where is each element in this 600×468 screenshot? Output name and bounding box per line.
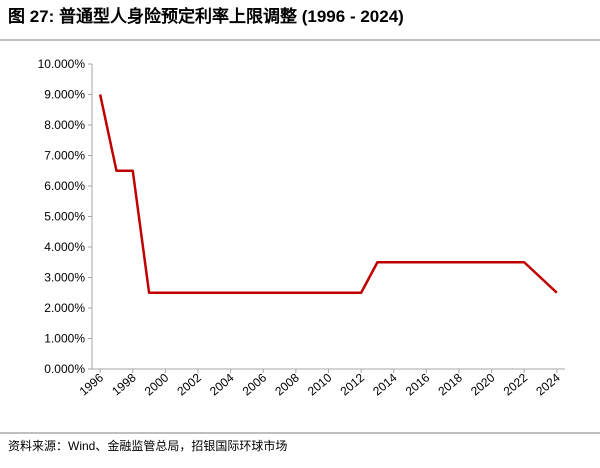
y-tick-label: 8.000% [44,118,85,132]
x-tick-label: 2006 [240,370,270,398]
x-tick-label: 2018 [435,370,465,398]
y-tick-label: 4.000% [44,240,85,254]
x-tick-label: 2024 [533,370,563,398]
x-tick-label: 2002 [174,370,204,398]
x-tick-label: 2012 [338,370,368,398]
x-tick-label: 2014 [370,370,400,398]
x-tick-label: 2010 [305,370,335,398]
x-tick-label: 2016 [403,370,433,398]
x-tick-label: 2020 [468,370,498,398]
y-tick-label: 3.000% [44,271,85,285]
y-tick-label: 10.000% [38,57,86,71]
y-tick-label: 0.000% [44,362,85,376]
source: 资料来源：Wind、金融监管总局，招银国际环球市场 [8,438,287,453]
x-tick-label: 2000 [142,370,172,398]
x-tick-label: 2008 [272,370,302,398]
chart-title: 图 27: 普通型人身险预定利率上限调整 (1996 - 2024) [8,6,404,26]
line-series [98,94,558,294]
y-tick-label: 6.000% [44,179,85,193]
y-tick-label: 7.000% [44,149,85,163]
x-tick-label: 1998 [109,370,139,398]
y-tick-label: 9.000% [44,88,85,102]
y-tick-label: 2.000% [44,301,85,315]
x-tick-label: 2004 [207,370,237,398]
y-tick-label: 1.000% [44,332,85,346]
x-tick-label: 2022 [501,370,531,398]
y-tick-label: 5.000% [44,210,85,224]
